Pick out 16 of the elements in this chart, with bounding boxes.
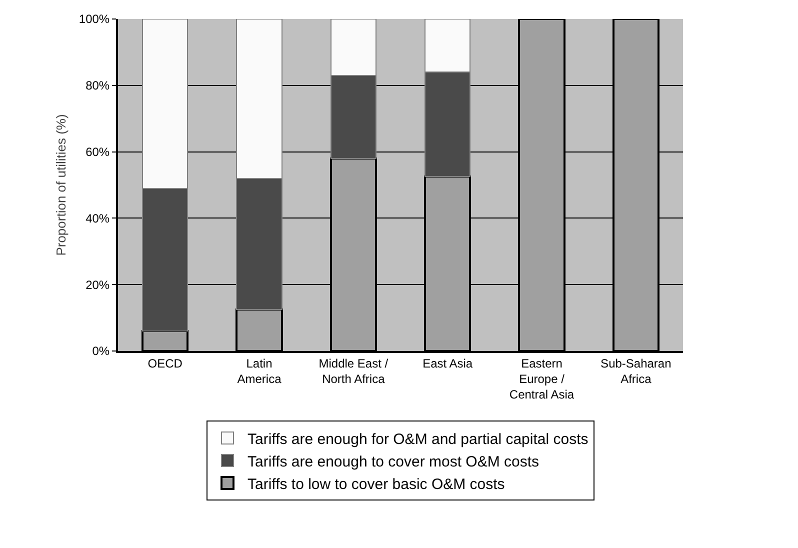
y-axis-title: Proportion of utilities (%) bbox=[53, 114, 68, 256]
legend-label: Tariffs to low to cover basic O&M costs bbox=[248, 476, 505, 493]
y-tick-label: 0% bbox=[92, 344, 110, 358]
x-tick-label: East Asia bbox=[422, 356, 473, 370]
x-tick-label: Sub-Saharan Africa bbox=[600, 356, 672, 386]
y-tick-label: 100% bbox=[78, 12, 110, 26]
y-tick-label: 20% bbox=[86, 278, 110, 292]
y-tick-label: 40% bbox=[86, 211, 110, 226]
legend-label: Tariffs are enough to cover most O&M costs bbox=[248, 453, 540, 470]
legend-label: Tariffs are enough for O&M and partial capital costs bbox=[248, 430, 588, 448]
x-tick-label: Eastern Europe / Central Asia bbox=[509, 356, 574, 402]
x-tick-label: Middle East / North Africa bbox=[318, 356, 389, 386]
y-tick-label: 60% bbox=[86, 145, 110, 159]
y-tick-label: 80% bbox=[86, 78, 110, 93]
x-tick-label: OECD bbox=[148, 356, 183, 370]
x-tick-label: Latin America bbox=[237, 356, 282, 386]
